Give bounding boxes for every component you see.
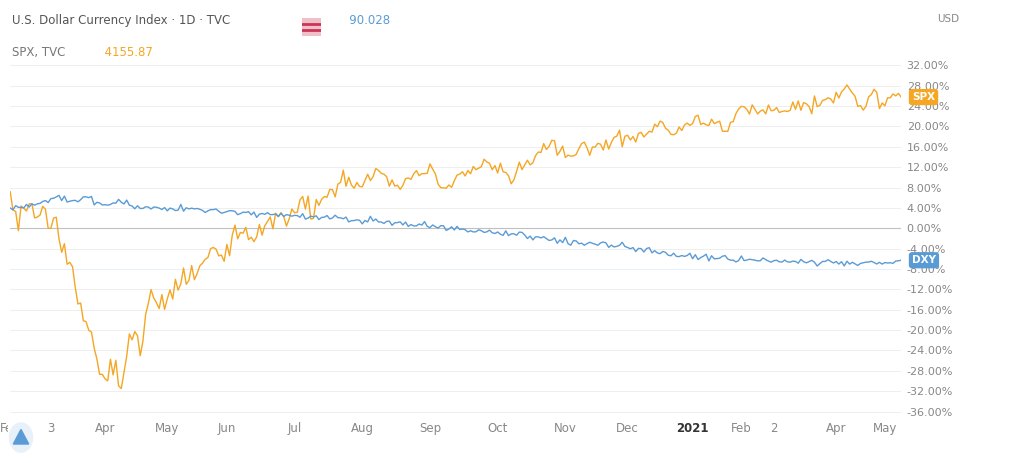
Text: DXY: DXY: [912, 255, 936, 265]
Text: SPX, TVC: SPX, TVC: [12, 46, 66, 59]
Text: USD: USD: [937, 14, 959, 24]
Text: U.S. Dollar Currency Index · 1D · TVC: U.S. Dollar Currency Index · 1D · TVC: [12, 14, 230, 27]
Text: 4155.87: 4155.87: [97, 46, 154, 59]
Polygon shape: [13, 430, 29, 444]
Text: 90.028: 90.028: [338, 14, 390, 27]
Circle shape: [9, 423, 33, 452]
Text: SPX: SPX: [912, 92, 935, 102]
